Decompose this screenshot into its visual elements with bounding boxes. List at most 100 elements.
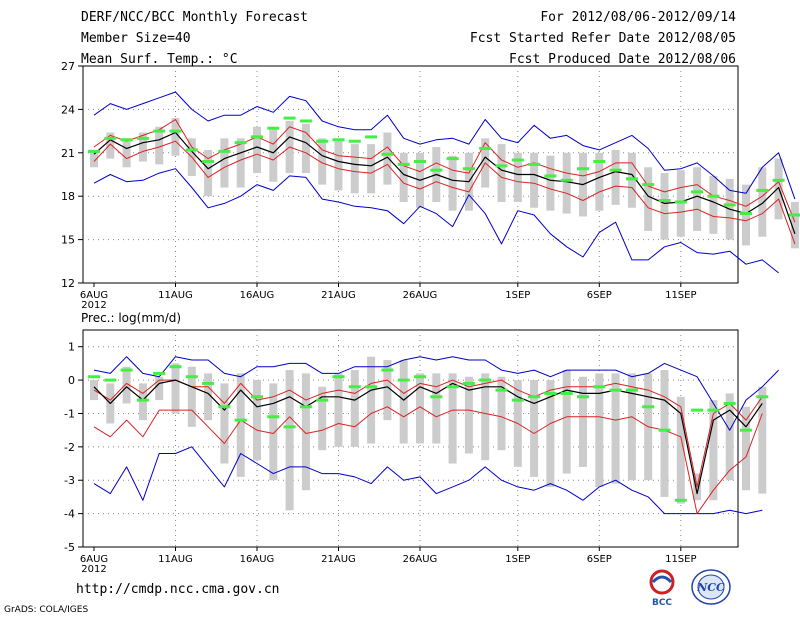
panel2-title: Prec.: log(mm/d) — [81, 311, 181, 325]
panel1-ytick-label: 24 — [61, 103, 75, 116]
panel2-ytick-label: -3 — [64, 474, 75, 487]
panel2-member-box — [122, 366, 131, 404]
panel2-member-box — [220, 383, 229, 464]
panel1-member-box — [106, 132, 115, 159]
panel1-member-box — [236, 138, 245, 188]
panel1-member-box — [383, 132, 392, 185]
panel1-member-box — [530, 152, 539, 208]
panel1-xtick-label: 26AUG — [403, 290, 438, 301]
panel2-member-box — [660, 370, 669, 497]
panel1-member-box — [318, 138, 327, 185]
panel1-xtick-label: 1SEP — [505, 290, 530, 301]
panel1-xtick-label: 21AUG — [321, 290, 356, 301]
panel2-member-box — [399, 360, 408, 444]
panel2-member-box — [497, 376, 506, 451]
panel1-ytick-label: 18 — [61, 190, 75, 203]
panel2-xtick-label: 26AUG — [403, 554, 438, 565]
panel2-member-box — [595, 373, 604, 487]
panel2-member-box — [204, 373, 213, 421]
panel2-spread-high-line — [93, 379, 763, 488]
panel1-xtick-label: 11AUG — [158, 290, 193, 301]
panel2-xtick-label: 21AUG — [321, 554, 356, 565]
ncc-logo-text: NCC — [696, 581, 725, 594]
panel2-member-box — [334, 373, 343, 447]
panel2-ytick-label: -2 — [64, 441, 75, 454]
panel1-member-box — [758, 167, 767, 237]
panel1-member-box — [171, 118, 180, 156]
ncc-logo-icon: NCC — [691, 569, 731, 605]
panel1-ytick-label: 15 — [61, 234, 75, 247]
panel2-member-box — [285, 370, 294, 511]
panel2-min-line — [93, 446, 763, 515]
panel2-xtick-label: 6SEP — [587, 554, 612, 565]
panel1-member-box — [546, 155, 555, 211]
header-left: DERF/NCC/BCC Monthly Forecast Member Siz… — [81, 9, 308, 72]
panel1-member-box — [790, 201, 799, 249]
panel2-member-box — [709, 400, 718, 501]
panel2-member-box — [611, 373, 620, 484]
panel2-xtick-label: 11SEP — [665, 554, 696, 565]
panel1-xtick-label: 6AUG — [80, 290, 108, 301]
panel2-member-box — [318, 386, 327, 451]
panel1-member-box — [709, 175, 718, 234]
panel2-member-box — [301, 373, 310, 491]
started-date: Fcst Started Refer Date 2012/08/05 — [469, 31, 736, 46]
panel2-member-box — [236, 373, 245, 477]
panel2-member-box — [187, 366, 196, 427]
panel2-member-box — [448, 373, 457, 464]
panel1-member-box — [269, 129, 278, 182]
panel2-spread-low-line — [93, 406, 763, 515]
source-url[interactable]: http://cmdp.ncc.cma.gov.cn — [76, 582, 280, 597]
panel1-member-box — [90, 149, 98, 168]
panel1-member-box — [562, 152, 571, 214]
panel2-xtick-label: 16AUG — [240, 554, 275, 565]
panel2-ytick-label: 1 — [68, 341, 75, 354]
panel2-ytick-label: -1 — [64, 407, 75, 420]
panel1-xtick-label: 11SEP — [665, 290, 696, 301]
forecast-period: For 2012/08/06-2012/09/14 — [540, 10, 736, 25]
panel1-member-box — [253, 126, 261, 174]
panel2-member-box — [253, 380, 261, 461]
panel1-member-box — [350, 144, 359, 194]
panel2-member-box — [742, 406, 750, 491]
grads-credit: GrADS: COLA/IGES — [4, 605, 89, 615]
panel1-ytick-label: 21 — [61, 147, 75, 160]
panel1-member-box — [660, 173, 669, 240]
panel1-member-box — [513, 152, 522, 202]
panel2-member-box — [90, 380, 98, 401]
panel2-ytick-label: 0 — [68, 374, 75, 387]
panel1-member-box — [595, 152, 604, 211]
panel1-ytick-label: 12 — [61, 277, 75, 290]
panel1-member-box — [497, 144, 506, 202]
panel1-member-box — [138, 132, 147, 162]
panel1-max-line — [93, 91, 796, 200]
produced-date: Fcst Produced Date 2012/08/06 — [509, 52, 736, 67]
panel2-member-box — [138, 383, 147, 421]
panel2-ytick-label: -5 — [64, 541, 75, 554]
panel2-mean-line — [93, 379, 763, 495]
panel1-member-box — [693, 167, 702, 231]
panel2-member-box — [725, 393, 734, 481]
panel2-max-line — [93, 356, 779, 431]
panel1-frame — [82, 65, 739, 284]
panel1-member-box — [611, 149, 620, 205]
panel1-member-box — [334, 141, 343, 191]
panel1-xtick-label: 6SEP — [587, 290, 612, 301]
panel2-member-box — [579, 376, 587, 467]
panel1-member-box — [644, 167, 653, 231]
panel2-member-box — [627, 373, 636, 481]
panel2-xtick-label: 1SEP — [505, 554, 530, 565]
panel2-member-box — [171, 363, 180, 414]
bcc-logo-text: BCC — [652, 598, 672, 608]
panel2-member-box — [546, 380, 555, 487]
panel2-member-box — [481, 373, 490, 461]
variable-label: Mean Surf. Temp.: °C — [81, 52, 238, 67]
panel2-member-box — [432, 373, 441, 444]
panel1-member-box — [367, 144, 376, 194]
panel2-member-box — [676, 396, 685, 504]
bcc-logo-icon: BCC — [649, 569, 675, 608]
panel1-xtick-label: 16AUG — [240, 290, 275, 301]
panel1-member-box — [220, 138, 229, 188]
member-size: Member Size=40 — [81, 31, 191, 46]
panel1-member-box — [204, 149, 213, 197]
